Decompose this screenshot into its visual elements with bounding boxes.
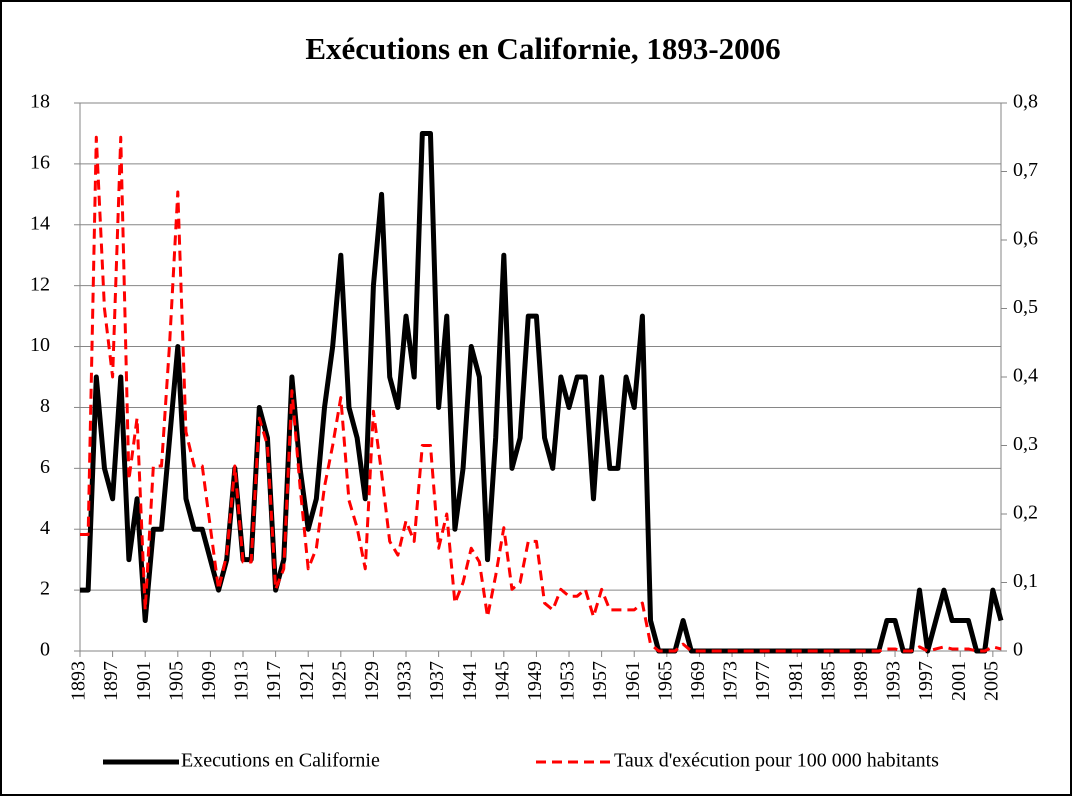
x-tick-label: 1937 xyxy=(426,661,448,701)
y-tick-label: 12 xyxy=(30,273,50,295)
x-tick-label: 2005 xyxy=(980,661,1002,701)
x-tick-label: 1961 xyxy=(622,661,644,701)
y-tick-label: 16 xyxy=(30,151,50,173)
y-tick-label: 10 xyxy=(30,334,50,356)
y-tick-label: 6 xyxy=(40,456,50,478)
y-tick-label: 4 xyxy=(40,517,50,539)
y2-tick-label: 0,3 xyxy=(1013,433,1038,455)
x-tick-label: 1913 xyxy=(231,661,253,701)
y2-tick-label: 0,5 xyxy=(1013,296,1038,318)
y2-tick-label: 0,2 xyxy=(1013,502,1038,524)
x-tick-label: 1993 xyxy=(883,661,905,701)
x-tick-label: 1973 xyxy=(720,661,742,701)
x-tick-label: 2001 xyxy=(948,661,970,701)
y2-tick-label: 0 xyxy=(1013,639,1023,661)
x-tick-label: 1909 xyxy=(198,661,220,701)
y-tick-label: 2 xyxy=(40,578,50,600)
chart-title: Exécutions en Californie, 1893-2006 xyxy=(305,31,780,66)
y2-tick-label: 0,6 xyxy=(1013,228,1038,250)
y-tick-label: 0 xyxy=(40,639,50,661)
legend-label: Executions en Californie xyxy=(181,750,380,772)
x-tick-label: 1965 xyxy=(654,661,676,701)
y-tick-label: 8 xyxy=(40,395,50,417)
x-tick-label: 1929 xyxy=(361,661,383,701)
x-tick-label: 1897 xyxy=(100,661,122,701)
x-tick-label: 1933 xyxy=(394,661,416,701)
x-tick-label: 1941 xyxy=(459,661,481,701)
x-tick-label: 1917 xyxy=(263,661,285,701)
x-tick-label: 1921 xyxy=(296,661,318,701)
x-tick-label: 1997 xyxy=(915,661,937,701)
series-line xyxy=(80,135,1002,653)
x-tick-label: 1945 xyxy=(491,661,513,701)
legend-label: Taux d'exécution pour 100 000 habitants xyxy=(614,750,939,772)
x-tick-label: 1893 xyxy=(68,661,90,701)
x-tick-label: 1989 xyxy=(850,661,872,701)
x-tick-label: 1925 xyxy=(328,661,350,701)
y2-tick-label: 0,8 xyxy=(1013,91,1038,113)
y-tick-label: 14 xyxy=(30,212,50,234)
x-tick-label: 1949 xyxy=(524,661,546,701)
x-tick-label: 1905 xyxy=(165,661,187,701)
y-tick-label: 18 xyxy=(30,91,50,113)
x-tick-label: 1901 xyxy=(133,661,155,701)
y2-tick-label: 0,7 xyxy=(1013,159,1038,181)
x-tick-label: 1953 xyxy=(557,661,579,701)
x-tick-label: 1977 xyxy=(752,661,774,701)
y2-tick-label: 0,1 xyxy=(1013,570,1038,592)
y2-tick-label: 0,4 xyxy=(1013,365,1038,387)
x-tick-label: 1969 xyxy=(687,661,709,701)
x-tick-label: 1957 xyxy=(589,661,611,701)
x-tick-label: 1981 xyxy=(785,661,807,701)
x-tick-label: 1985 xyxy=(817,661,839,701)
